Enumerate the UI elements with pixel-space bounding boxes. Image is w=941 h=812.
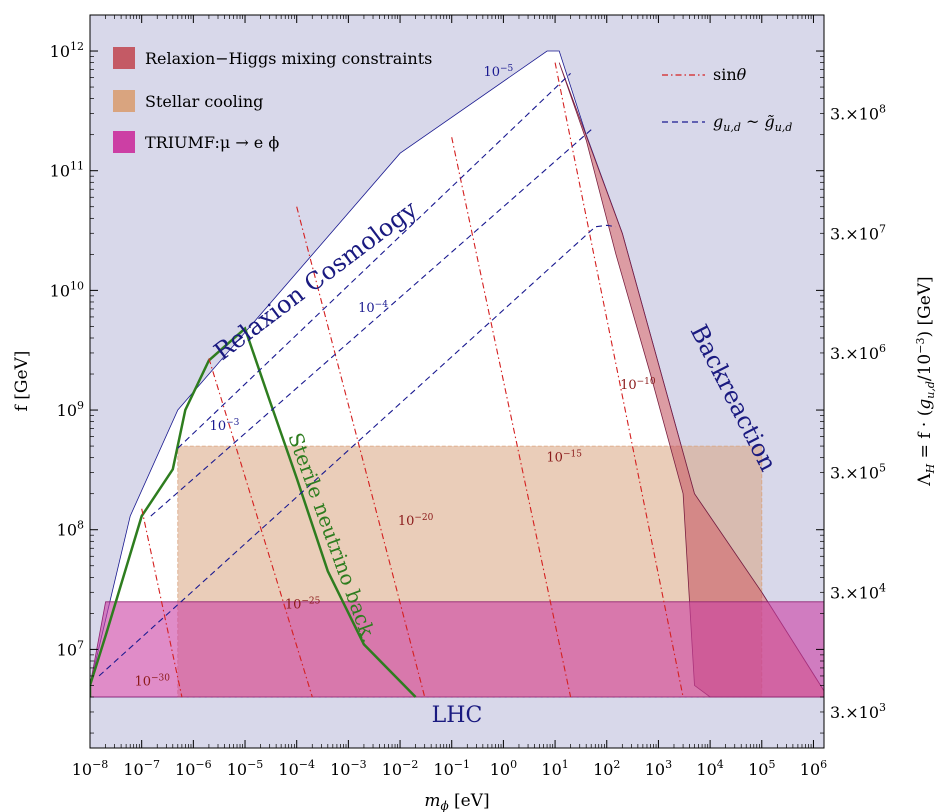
x-tick-label: 104 [696, 758, 723, 779]
x-tick-label: 10−1 [433, 758, 470, 779]
coupling-line-1 [150, 129, 592, 517]
y-tick-label: 109 [57, 399, 84, 420]
x-tick-label: 105 [748, 758, 775, 779]
sin-theta-line-3 [451, 137, 572, 698]
sin-theta-label-2: 10−20 [398, 513, 434, 529]
coupling-label-2: 10−3 [210, 418, 240, 434]
coupling-label-1: 10−4 [358, 300, 388, 316]
axis-tick-labels: 10−8 10−7 10−6 10−5 10−4 10−3 10−2 10−1 100 101 10… [50, 40, 886, 779]
y-right-tick-label: 3.×105 [830, 462, 886, 483]
x-tick-label: 106 [800, 758, 827, 779]
coupling-lines: 10−5 10−4 10−3 [98, 64, 616, 677]
coupling-label-0: 10−5 [483, 64, 513, 80]
legend-swatch-stellar-cooling [113, 90, 135, 112]
legend-label-relaxion-higgs: Relaxion−Higgs mixing constraints [145, 49, 432, 68]
sin-theta-label-3: 10−15 [546, 450, 582, 466]
legend-label-triumf: TRIUMF:μ → e ϕ [145, 133, 279, 152]
sin-theta-lines: 10−30 10−25 10−20 10−15 10−10 [134, 62, 684, 698]
y-tick-label: 1011 [50, 160, 84, 181]
legend: Relaxion−Higgs mixing constraints Stella… [113, 47, 432, 153]
legend-label-stellar-cooling: Stellar cooling [145, 92, 263, 111]
x-tick-label: 102 [593, 758, 620, 779]
y-right-tick-label: 3.×107 [830, 222, 886, 243]
region-label-lhc: LHC [432, 703, 483, 728]
sin-theta-line-0 [141, 508, 183, 698]
y-right-tick-label: 3.×106 [830, 342, 886, 363]
y-tick-label: 1012 [50, 40, 84, 61]
sterile-neutrino-boundary [90, 326, 417, 698]
x-tick-label: 101 [541, 758, 568, 779]
line-legend: sinθ gu,d ~ g̃u,d [662, 65, 792, 134]
x-tick-label: 103 [645, 758, 672, 779]
sin-theta-label-1: 10−25 [285, 596, 321, 612]
x-tick-label: 10−7 [123, 758, 160, 779]
sin-theta-line-1 [208, 358, 313, 698]
x-tick-label: 10−4 [278, 758, 315, 779]
x-axis-title: mϕ [eV] [424, 791, 489, 812]
x-tick-label: 100 [490, 758, 517, 779]
y-right-tick-label: 3.×104 [830, 581, 886, 602]
triumf-region [90, 601, 824, 698]
sin-theta-label-4: 10−10 [620, 377, 656, 393]
x-tick-label: 10−3 [330, 758, 367, 779]
x-tick-label: 10−8 [72, 758, 109, 779]
y-tick-label: 1010 [50, 279, 84, 300]
plot-frame [89, 14, 825, 749]
legend-label-coupling: gu,d ~ g̃u,d [713, 112, 792, 134]
coupling-line-2 [98, 224, 616, 677]
y-tick-label: 108 [57, 519, 84, 540]
sin-theta-line-2 [296, 206, 426, 698]
x-tick-label: 10−6 [175, 758, 212, 779]
y-axis-title: f [GeV] [12, 351, 32, 412]
x-tick-label: 10−2 [382, 758, 419, 779]
y-right-tick-label: 3.×108 [830, 103, 886, 124]
coupling-line-0 [177, 73, 571, 449]
legend-swatch-triumf [113, 131, 135, 153]
y-right-tick-label: 3.×103 [830, 701, 886, 722]
x-tick-label: 10−5 [227, 758, 264, 779]
legend-label-sin-theta: sinθ [713, 65, 747, 84]
y-tick-label: 107 [57, 638, 84, 659]
sin-theta-label-0: 10−30 [134, 673, 170, 689]
axis-ticks [89, 14, 824, 748]
legend-swatch-relaxion-higgs [113, 47, 135, 69]
plot-area: 10−30 10−25 10−20 10−15 10−10 10−5 10−4 10−3 [90, 15, 824, 748]
y-right-axis-title: ΛH = f · (gu,d/10−3) [GeV] [914, 276, 937, 486]
